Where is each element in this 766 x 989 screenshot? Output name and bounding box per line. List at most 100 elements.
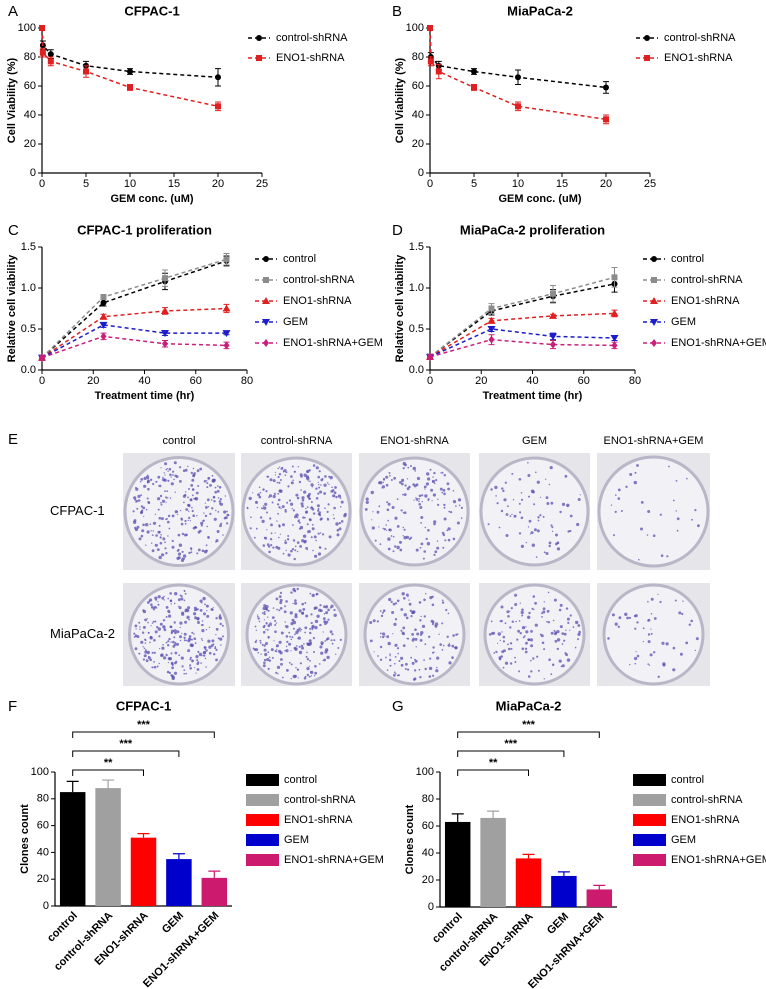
colony — [142, 610, 147, 614]
colony — [379, 543, 382, 546]
colony — [263, 644, 266, 647]
colony — [157, 595, 161, 599]
colony — [551, 526, 554, 529]
colony — [174, 651, 178, 655]
colony — [388, 597, 392, 602]
colony — [333, 608, 336, 612]
colony — [414, 637, 418, 641]
y-tick-label: 60 — [24, 80, 36, 92]
colony — [170, 603, 172, 605]
colony — [314, 554, 318, 558]
colony — [188, 618, 191, 621]
colony — [372, 619, 376, 623]
colony — [180, 656, 184, 660]
colony-dish — [359, 583, 470, 686]
colony — [563, 632, 567, 636]
legend-swatch — [633, 814, 666, 826]
colony — [296, 668, 299, 671]
colony — [157, 497, 161, 501]
colony — [556, 630, 560, 634]
colony — [551, 530, 554, 533]
colony — [172, 470, 175, 473]
colony — [206, 610, 208, 612]
colony — [205, 666, 207, 668]
colony — [168, 614, 172, 618]
bar — [551, 875, 577, 907]
colony — [327, 608, 330, 612]
colony — [196, 662, 199, 666]
colony — [270, 532, 273, 535]
colony — [315, 466, 319, 470]
colony — [319, 623, 322, 627]
colony — [161, 499, 166, 503]
legend-label: control — [284, 774, 317, 786]
colony — [432, 480, 434, 482]
colony — [507, 615, 510, 618]
colony — [691, 518, 693, 521]
y-tick-label: 1.5 — [409, 241, 424, 253]
x-tick-label: 60 — [578, 375, 590, 387]
colony — [257, 614, 259, 616]
colony — [456, 521, 460, 525]
colony — [290, 502, 294, 506]
colony — [183, 632, 187, 636]
marker — [161, 306, 169, 314]
colony — [309, 641, 312, 645]
colony — [180, 597, 184, 601]
colony — [162, 476, 164, 479]
colony — [390, 479, 393, 481]
colony — [136, 635, 140, 639]
colony — [172, 474, 174, 476]
colony — [319, 514, 321, 517]
colony — [322, 617, 326, 620]
colony — [136, 525, 140, 529]
colony — [452, 657, 454, 659]
colony — [379, 658, 383, 661]
y-axis-label: Clones count — [404, 804, 416, 874]
legend-swatch — [246, 854, 279, 866]
marker — [603, 84, 609, 91]
colony — [286, 640, 289, 644]
colony — [323, 483, 327, 487]
colony — [306, 667, 310, 671]
colony — [253, 648, 257, 651]
colony — [167, 640, 170, 643]
colony — [327, 503, 330, 506]
bar — [515, 858, 542, 907]
colony — [569, 629, 571, 631]
colony — [450, 510, 453, 514]
colony — [404, 463, 407, 467]
marker — [550, 290, 556, 297]
colony — [206, 486, 209, 489]
colony — [150, 603, 153, 606]
colony — [292, 539, 296, 542]
colony — [379, 610, 382, 612]
colony — [142, 646, 144, 648]
colony — [410, 615, 413, 618]
significance-bracket — [457, 731, 600, 738]
panel-label: A — [8, 3, 18, 20]
colony — [436, 666, 438, 669]
significance-bracket — [457, 750, 565, 757]
colony — [516, 638, 519, 641]
colony — [311, 593, 315, 598]
colony — [259, 642, 262, 644]
colony — [442, 546, 445, 549]
colony — [204, 657, 207, 660]
colony — [297, 636, 301, 640]
colony — [289, 611, 293, 615]
significance-label: ** — [489, 757, 498, 769]
colony — [672, 646, 676, 650]
colony — [205, 649, 208, 652]
series-line — [41, 258, 227, 359]
colony — [214, 647, 217, 650]
y-tick-label: 80 — [37, 793, 49, 805]
colony — [191, 659, 194, 663]
colony — [286, 669, 289, 672]
colony — [398, 660, 401, 662]
colony — [168, 467, 172, 471]
colony — [143, 654, 147, 658]
colony — [211, 608, 214, 611]
colony — [520, 492, 523, 494]
colony — [220, 522, 223, 525]
